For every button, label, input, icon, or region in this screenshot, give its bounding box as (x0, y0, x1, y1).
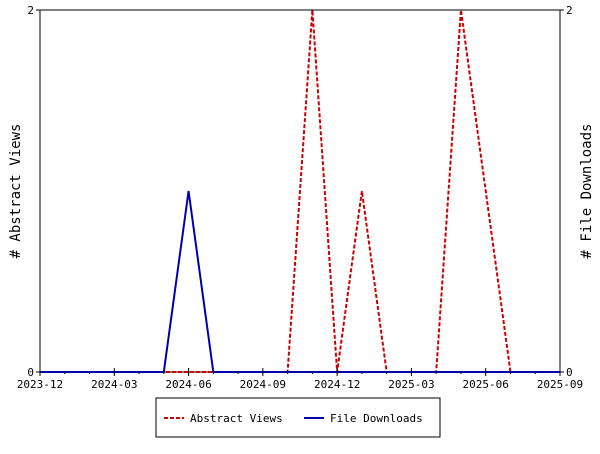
y-axis-right: 02 (560, 4, 573, 379)
x-tick-label: 2024-12 (314, 378, 360, 391)
x-tick-label: 2023-12 (17, 378, 63, 391)
y-left-tick-label: 0 (27, 366, 34, 379)
x-tick-label: 2025-03 (388, 378, 434, 391)
x-tick-label: 2025-06 (463, 378, 509, 391)
y-axis-left-title: # Abstract Views (8, 124, 24, 259)
x-tick-label: 2024-06 (165, 378, 211, 391)
y-right-tick-label: 0 (566, 366, 573, 379)
x-tick-label: 2025-09 (537, 378, 583, 391)
x-tick-label: 2024-03 (91, 378, 137, 391)
legend-label-file-downloads: File Downloads (330, 412, 423, 425)
x-tick-label: 2024-09 (240, 378, 286, 391)
y-axis-right-title: # File Downloads (579, 124, 595, 259)
y-left-tick-label: 2 (27, 4, 34, 17)
legend-label-abstract-views: Abstract Views (190, 412, 283, 425)
legend: Abstract Views File Downloads (156, 398, 440, 437)
y-axis-left: 02 (27, 4, 40, 379)
y-right-tick-label: 2 (566, 4, 573, 17)
